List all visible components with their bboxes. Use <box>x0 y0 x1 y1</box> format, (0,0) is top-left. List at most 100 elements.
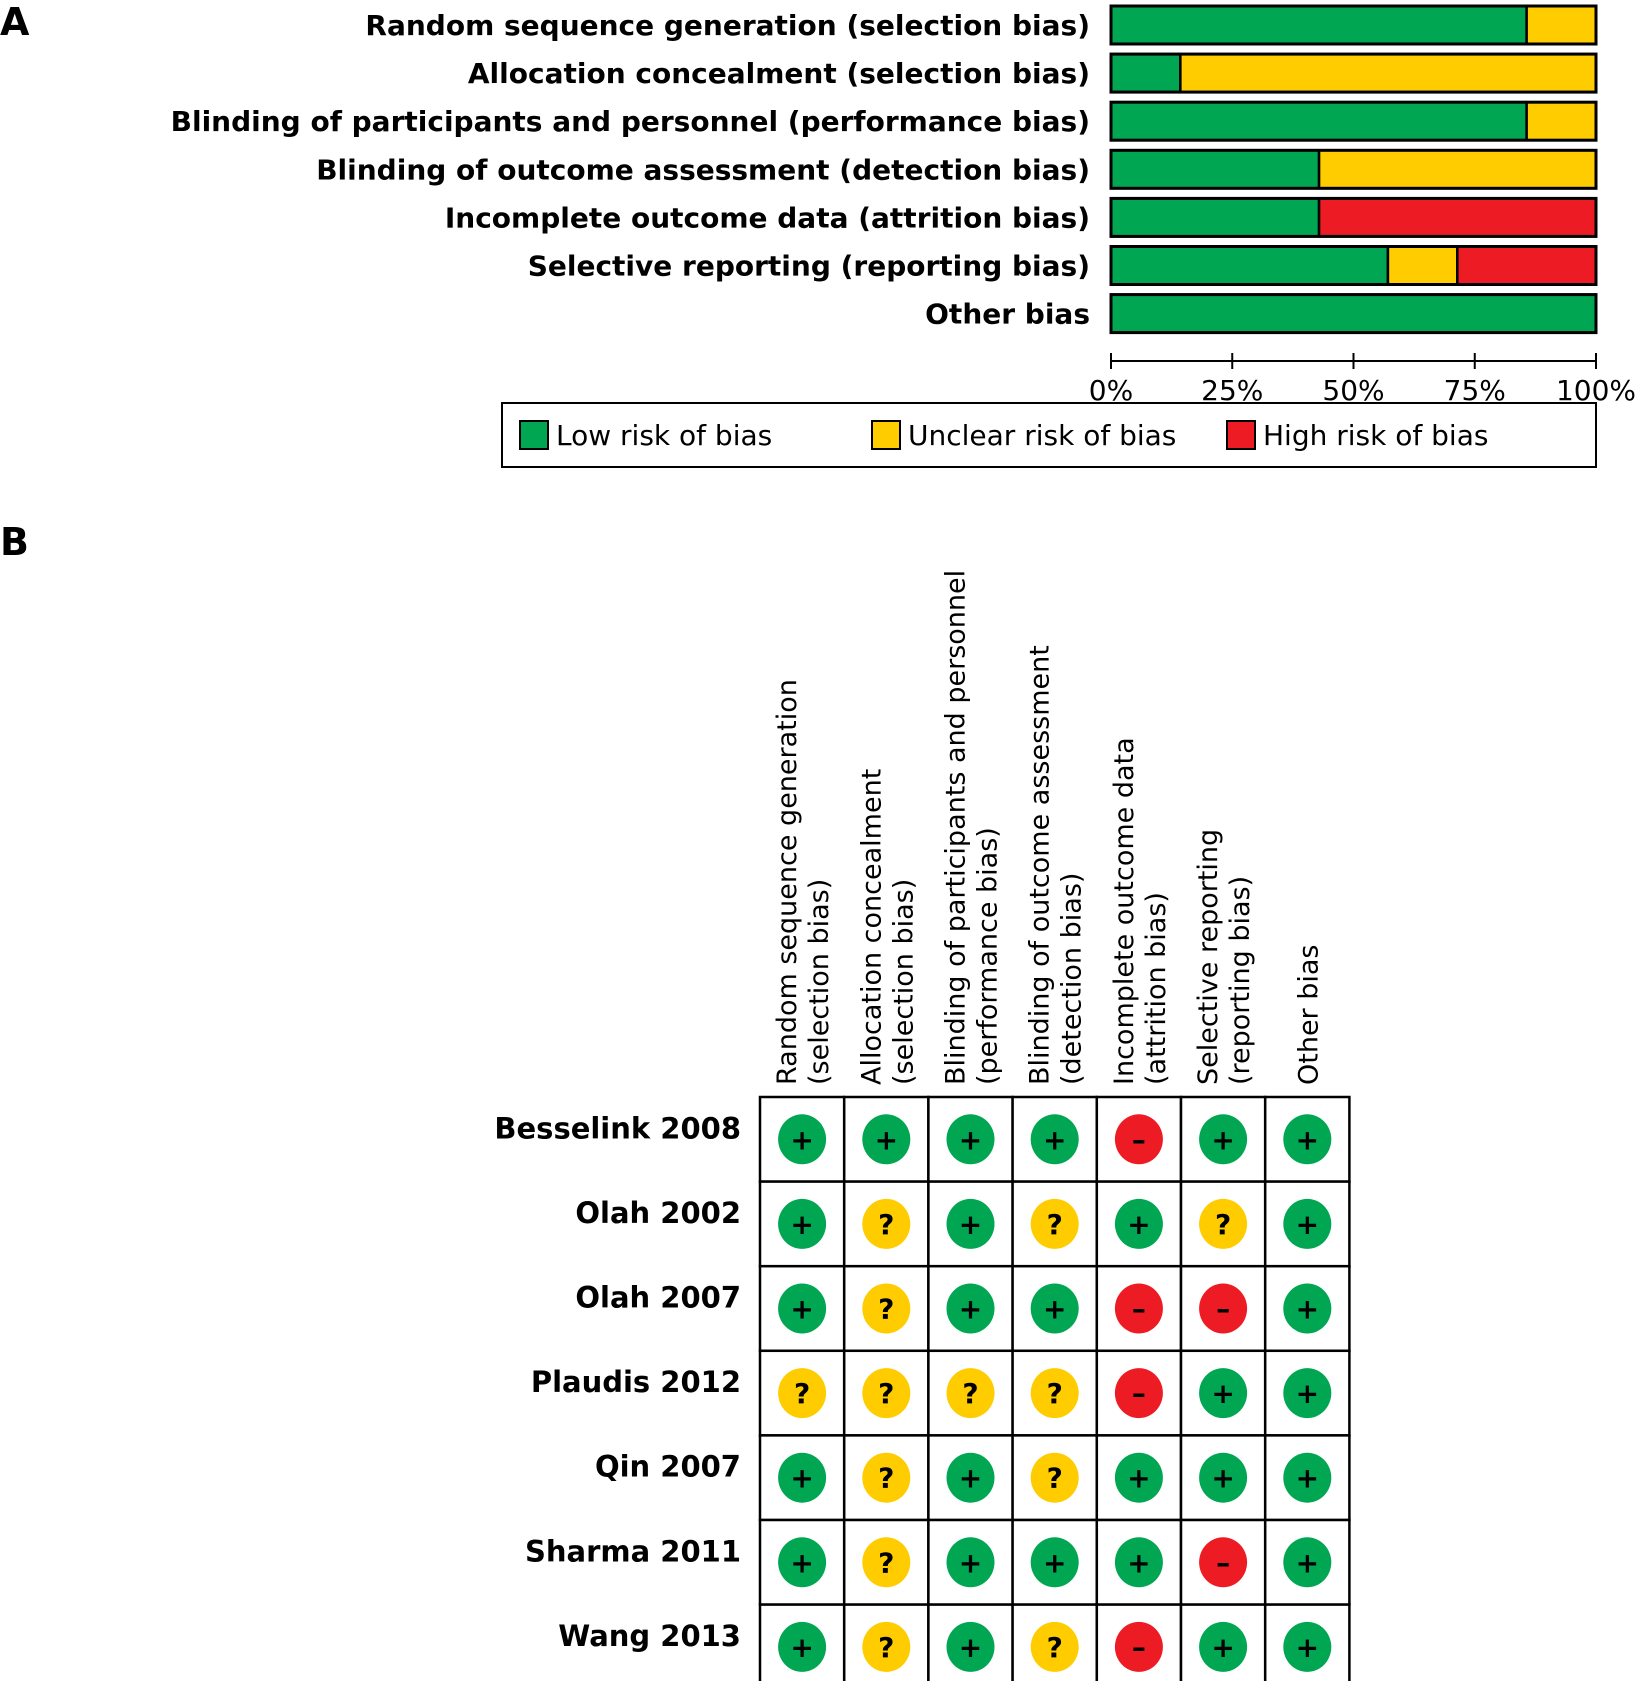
rating-symbol-high: – <box>1132 1631 1146 1664</box>
rating-circle-unclear <box>946 1368 995 1419</box>
bar-segment-high <box>1317 197 1598 238</box>
rating-circle-low <box>778 1198 827 1249</box>
rating-cell: – <box>1179 1264 1267 1353</box>
rating-circle-low <box>946 1621 995 1672</box>
column-header-line: Blinding of outcome assessment <box>1025 645 1056 1085</box>
rating-circle-unclear <box>1199 1198 1248 1249</box>
rating-cell: – <box>1095 1095 1183 1183</box>
rating-circle-low <box>1199 1368 1248 1419</box>
rating-cell: + <box>1095 1180 1183 1268</box>
bar-segment-unclear <box>1317 149 1598 190</box>
category-label: Random sequence generation (selection bi… <box>365 9 1090 42</box>
rating-symbol-low: + <box>1211 1462 1234 1495</box>
rating-symbol-low: + <box>875 1123 898 1156</box>
rating-circle-low <box>778 1537 827 1588</box>
column-header-line: (attrition bias) <box>1141 892 1172 1085</box>
legend-box <box>501 402 1597 468</box>
rating-circle-low <box>1199 1621 1248 1672</box>
rating-symbol-low: + <box>1296 1462 1319 1495</box>
rating-circle-low <box>1283 1198 1332 1249</box>
rating-cell: – <box>1095 1264 1183 1353</box>
legend-swatch-high <box>1226 420 1256 450</box>
legend-label: High risk of bias <box>1263 419 1488 452</box>
rating-circle-high <box>1114 1283 1163 1334</box>
rating-symbol-unclear: ? <box>794 1377 810 1410</box>
bar-segment-unclear <box>1525 4 1598 46</box>
rating-cell: + <box>927 1603 1014 1681</box>
rating-symbol-low: + <box>1043 1123 1066 1156</box>
bar-segment-unclear <box>1525 100 1598 142</box>
rating-symbol-high: – <box>1216 1293 1230 1326</box>
column-header-line: Allocation concealment <box>856 769 887 1085</box>
rating-cell: ? <box>1011 1434 1099 1522</box>
rating-circle-low <box>946 1452 995 1503</box>
column-header: Incomplete outcome data (attrition bias) <box>1109 737 1172 1085</box>
rating-symbol-high: – <box>1132 1293 1146 1326</box>
rating-cell: – <box>1179 1518 1267 1606</box>
rating-circle-low <box>946 1198 995 1249</box>
rating-circle-low <box>1283 1537 1332 1588</box>
panel-a-label: A <box>0 0 30 44</box>
table-row: Olah 2002 +? +? +? + <box>575 1180 1351 1268</box>
rating-circle-low <box>1283 1368 1332 1419</box>
rating-circle-low <box>1283 1621 1332 1672</box>
study-label: Olah 2007 <box>575 1281 741 1315</box>
rating-cell: + <box>927 1180 1014 1268</box>
rating-cell: + <box>927 1434 1014 1522</box>
rating-cell: + <box>927 1518 1014 1606</box>
rating-symbol-low: + <box>1211 1377 1234 1410</box>
rating-cell: ? <box>842 1180 930 1268</box>
rating-symbol-low: + <box>1127 1208 1150 1241</box>
rating-circle-unclear <box>862 1621 911 1672</box>
category-label: Blinding of participants and personnel (… <box>171 105 1090 138</box>
rating-symbol-unclear: ? <box>1047 1462 1063 1495</box>
rating-circle-low <box>1114 1452 1163 1503</box>
rating-cell: + <box>1263 1603 1351 1681</box>
rating-cell: + <box>1263 1264 1351 1353</box>
legend-swatch-low <box>519 420 549 450</box>
rating-symbol-high: – <box>1132 1377 1146 1410</box>
rating-cell: + <box>1011 1518 1099 1606</box>
column-header: Allocation concealment (selection bias) <box>856 769 919 1085</box>
column-header-line: (detection bias) <box>1057 873 1088 1085</box>
column-header-line: Random sequence generation <box>772 679 803 1085</box>
bar-segment-unclear <box>1179 52 1598 94</box>
rating-symbol-low: + <box>959 1631 982 1664</box>
column-header-line: Incomplete outcome data <box>1109 737 1140 1085</box>
x-tick-label: 50% <box>1322 374 1384 407</box>
rating-circle-unclear <box>862 1368 911 1419</box>
rating-circle-low <box>1283 1452 1332 1503</box>
rating-circle-low <box>778 1452 827 1503</box>
rating-cell: + <box>927 1264 1014 1353</box>
rating-circle-low <box>1030 1537 1079 1588</box>
table-row: Wang 2013 +? +? – + + <box>558 1603 1351 1681</box>
bar-segment-low <box>1109 52 1182 94</box>
table-row: Qin 2007 +? +? + + + <box>595 1434 1351 1522</box>
bar-outline <box>1109 4 1598 46</box>
rating-symbol-low: + <box>790 1293 813 1326</box>
rating-symbol-unclear: ? <box>962 1377 978 1410</box>
rating-symbol-low: + <box>790 1123 813 1156</box>
rating-circle-high <box>1114 1621 1163 1672</box>
rating-circle-unclear <box>778 1368 827 1419</box>
panel-b-label: B <box>0 520 29 564</box>
rating-circle-low <box>946 1537 995 1588</box>
cell-border <box>758 1264 846 1353</box>
column-header-line: Blinding of participants and personnel <box>941 570 972 1085</box>
rating-symbol-low: + <box>1296 1293 1319 1326</box>
bar-outline <box>1109 148 1598 190</box>
x-axis: 0% 25% 50% 75% 100% <box>1089 353 1636 407</box>
rating-symbol-unclear: ? <box>1047 1631 1063 1664</box>
rating-symbol-low: + <box>959 1208 982 1241</box>
rating-cell: – <box>1095 1603 1183 1681</box>
x-tick-label: 100% <box>1556 374 1636 407</box>
rating-symbol-unclear: ? <box>878 1631 894 1664</box>
rating-symbol-low: + <box>1296 1631 1319 1664</box>
study-label: Sharma 2011 <box>525 1534 741 1568</box>
rating-circle-high <box>1199 1283 1248 1334</box>
category-label: Selective reporting (reporting bias) <box>528 250 1090 283</box>
rating-symbol-low: + <box>1127 1546 1150 1579</box>
bar-outline <box>1109 100 1598 142</box>
rating-cell: + <box>1263 1434 1351 1522</box>
